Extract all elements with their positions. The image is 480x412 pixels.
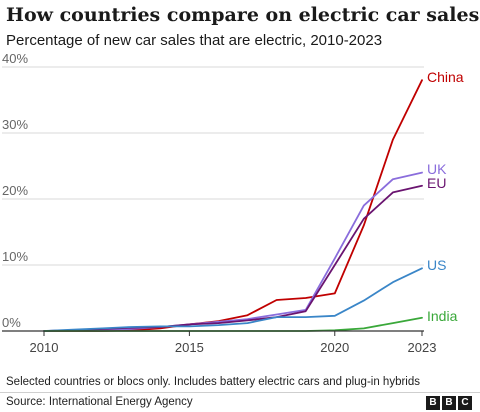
series-line-china — [43, 79, 423, 332]
logo-letter: B — [442, 396, 456, 410]
series-label-eu: EU — [427, 175, 446, 191]
series-label-uk: UK — [427, 161, 447, 177]
series-line-eu — [43, 184, 423, 332]
x-tick-label: 2015 — [175, 340, 204, 355]
bbc-logo: B B C — [426, 396, 472, 410]
logo-letter: B — [426, 396, 440, 410]
series-line-uk — [43, 171, 423, 332]
x-tick-label: 2023 — [408, 340, 437, 355]
y-tick-label: 10% — [2, 249, 28, 264]
series-label-us: US — [427, 257, 446, 273]
y-tick-label: 30% — [2, 117, 28, 132]
logo-letter: C — [458, 396, 472, 410]
footer-divider — [0, 392, 480, 393]
chart-subtitle: Percentage of new car sales that are ele… — [6, 32, 383, 49]
x-tick-label: 2010 — [30, 340, 59, 355]
source-text: Source: International Energy Agency — [6, 396, 193, 408]
y-tick-label: 20% — [2, 183, 28, 198]
series-line-us — [43, 267, 423, 332]
series-label-india: India — [427, 308, 458, 324]
x-tick-label: 2020 — [320, 340, 349, 355]
y-tick-label: 40% — [2, 51, 28, 66]
y-tick-label: 0% — [2, 315, 21, 330]
series-label-china: China — [427, 69, 464, 85]
chart-title: How countries compare on electric car sa… — [6, 4, 480, 26]
chart-note: Selected countries or blocs only. Includ… — [6, 376, 420, 388]
